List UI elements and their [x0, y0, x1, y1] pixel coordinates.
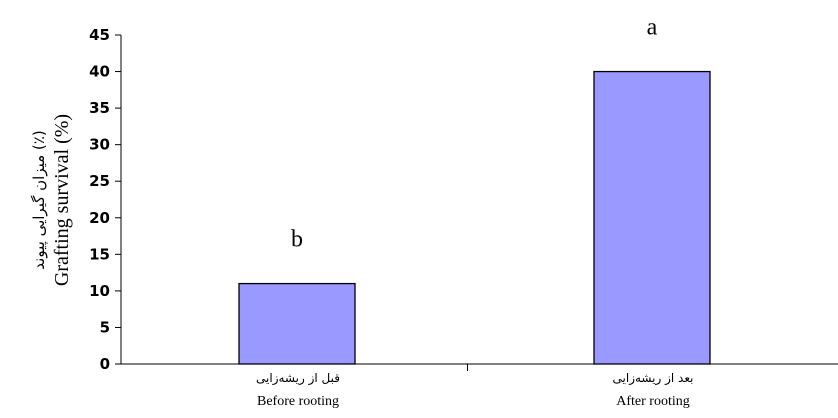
y-tick-label: 5 [100, 318, 110, 336]
y-tick-label: 0 [100, 355, 110, 373]
significance-letter: a [647, 15, 658, 41]
category-labels: قبل از ریشه‌زایی Before rooting بعد از ریش… [256, 371, 693, 409]
bar [593, 70, 711, 365]
y-axis-label: میزان گیرایی پیوند (٪) Grafting survival… [30, 114, 73, 286]
y-tick-label: 40 [89, 63, 110, 81]
bar [238, 282, 356, 365]
y-tick-label: 30 [89, 136, 110, 154]
x-tick-label-persian: قبل از ریشه‌زایی [256, 371, 340, 386]
y-tick-label: 20 [89, 209, 110, 227]
y-tick-label: 25 [89, 172, 110, 190]
bars: ba [238, 15, 711, 365]
y-axis-label-english: Grafting survival (%) [51, 114, 73, 286]
y-tick-label: 45 [89, 26, 110, 44]
y-tick-label: 10 [89, 282, 110, 300]
y-tick-label: 35 [89, 99, 110, 117]
x-tick-label-english: Before rooting [257, 394, 339, 409]
x-tick-label-persian: بعد از ریشه‌زایی [613, 371, 694, 386]
x-axis [121, 363, 838, 371]
y-axis-label-persian: میزان گیرایی پیوند (٪) [30, 130, 49, 269]
significance-letter: b [291, 227, 303, 253]
y-tick-label: 15 [89, 245, 110, 263]
x-tick-label-english: After rooting [616, 394, 689, 409]
y-axis: 0 5 10 15 20 25 30 35 40 45 [89, 26, 122, 373]
